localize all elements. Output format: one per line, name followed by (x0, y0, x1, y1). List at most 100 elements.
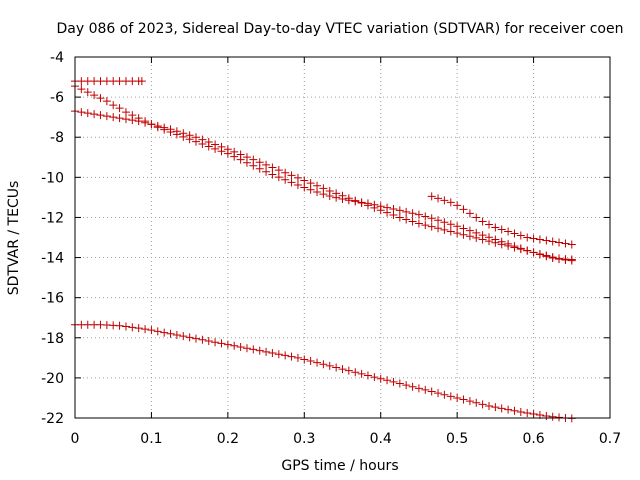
data-point (96, 111, 105, 120)
data-point (262, 167, 271, 176)
series-late-segment (427, 192, 576, 249)
y-tick-labels: -22 -20 -18 -16 -14 -12 -10 -8 -6 -4 (41, 50, 64, 427)
data-point (313, 181, 322, 190)
data-point (434, 194, 443, 203)
x-tick-label: 0 (71, 431, 80, 447)
x-tick-label: 0.1 (140, 431, 162, 447)
data-point (421, 385, 430, 394)
data-point (204, 336, 213, 345)
data-point (395, 206, 404, 215)
data-point (446, 392, 455, 401)
data-points (71, 77, 576, 423)
data-point (115, 321, 124, 330)
data-point (516, 407, 525, 416)
data-point (351, 368, 360, 377)
data-point (555, 413, 564, 422)
data-point (535, 249, 544, 258)
data-point (523, 246, 532, 255)
data-point (338, 365, 347, 374)
data-point (542, 411, 551, 420)
data-point (137, 77, 146, 86)
data-point (230, 341, 239, 350)
data-point (414, 219, 423, 228)
data-point (453, 393, 462, 402)
data-point (325, 186, 334, 195)
data-point (402, 215, 411, 224)
data-point (128, 323, 137, 332)
data-point (440, 390, 449, 399)
data-point (90, 91, 99, 100)
data-point (141, 325, 150, 334)
data-point (497, 240, 506, 249)
data-point (434, 224, 443, 233)
y-tick-label: -6 (50, 90, 64, 106)
data-point (313, 358, 322, 367)
data-point (332, 189, 341, 198)
data-point (255, 158, 264, 167)
data-point (453, 222, 462, 231)
data-point (90, 110, 99, 119)
data-point (446, 227, 455, 236)
y-tick-label: -12 (41, 210, 64, 226)
data-point (421, 221, 430, 230)
data-point (191, 133, 200, 142)
data-point (440, 196, 449, 205)
data-point (351, 196, 360, 205)
data-point (414, 384, 423, 393)
data-point (153, 121, 162, 130)
data-point (472, 233, 481, 242)
data-point (529, 234, 538, 243)
data-point (185, 131, 194, 140)
data-point (523, 408, 532, 417)
data-point (211, 338, 220, 347)
data-point (402, 207, 411, 216)
data-point (389, 377, 398, 386)
data-point (185, 333, 194, 342)
data-point (408, 382, 417, 391)
data-point (504, 227, 513, 236)
data-point (102, 112, 111, 121)
data-point (172, 127, 181, 136)
data-point (300, 176, 309, 185)
data-point (262, 160, 271, 169)
data-point (109, 113, 118, 122)
data-point (446, 198, 455, 207)
data-point (567, 240, 576, 249)
data-point (300, 355, 309, 364)
data-point (77, 85, 86, 94)
data-point (115, 114, 124, 123)
data-point (529, 409, 538, 418)
x-tick-label: 0.3 (293, 431, 315, 447)
data-point (485, 401, 494, 410)
data-point (408, 217, 417, 226)
data-point (497, 225, 506, 234)
data-point (427, 214, 436, 223)
y-tick-label: -16 (41, 291, 64, 307)
data-point (325, 361, 334, 370)
data-point (287, 352, 296, 361)
data-point (281, 168, 290, 177)
data-point (166, 125, 175, 134)
data-point (96, 94, 105, 103)
data-point (344, 366, 353, 375)
data-point (121, 115, 130, 124)
data-point (434, 389, 443, 398)
data-point (191, 334, 200, 343)
data-point (102, 97, 111, 106)
data-point (147, 326, 156, 335)
series-upper-descending (71, 82, 576, 265)
data-point (402, 381, 411, 390)
data-point (491, 238, 500, 247)
data-point (293, 353, 302, 362)
data-point (472, 213, 481, 222)
chart-title: Day 086 of 2023, Sidereal Day-to-day VTE… (57, 21, 624, 37)
y-tick-label: -10 (41, 170, 64, 186)
data-point (510, 406, 519, 415)
data-point (465, 397, 474, 406)
plot-frame (74, 56, 611, 419)
data-point (395, 379, 404, 388)
data-point (115, 104, 124, 113)
data-point (198, 135, 207, 144)
data-point (542, 236, 551, 245)
data-point (408, 209, 417, 218)
